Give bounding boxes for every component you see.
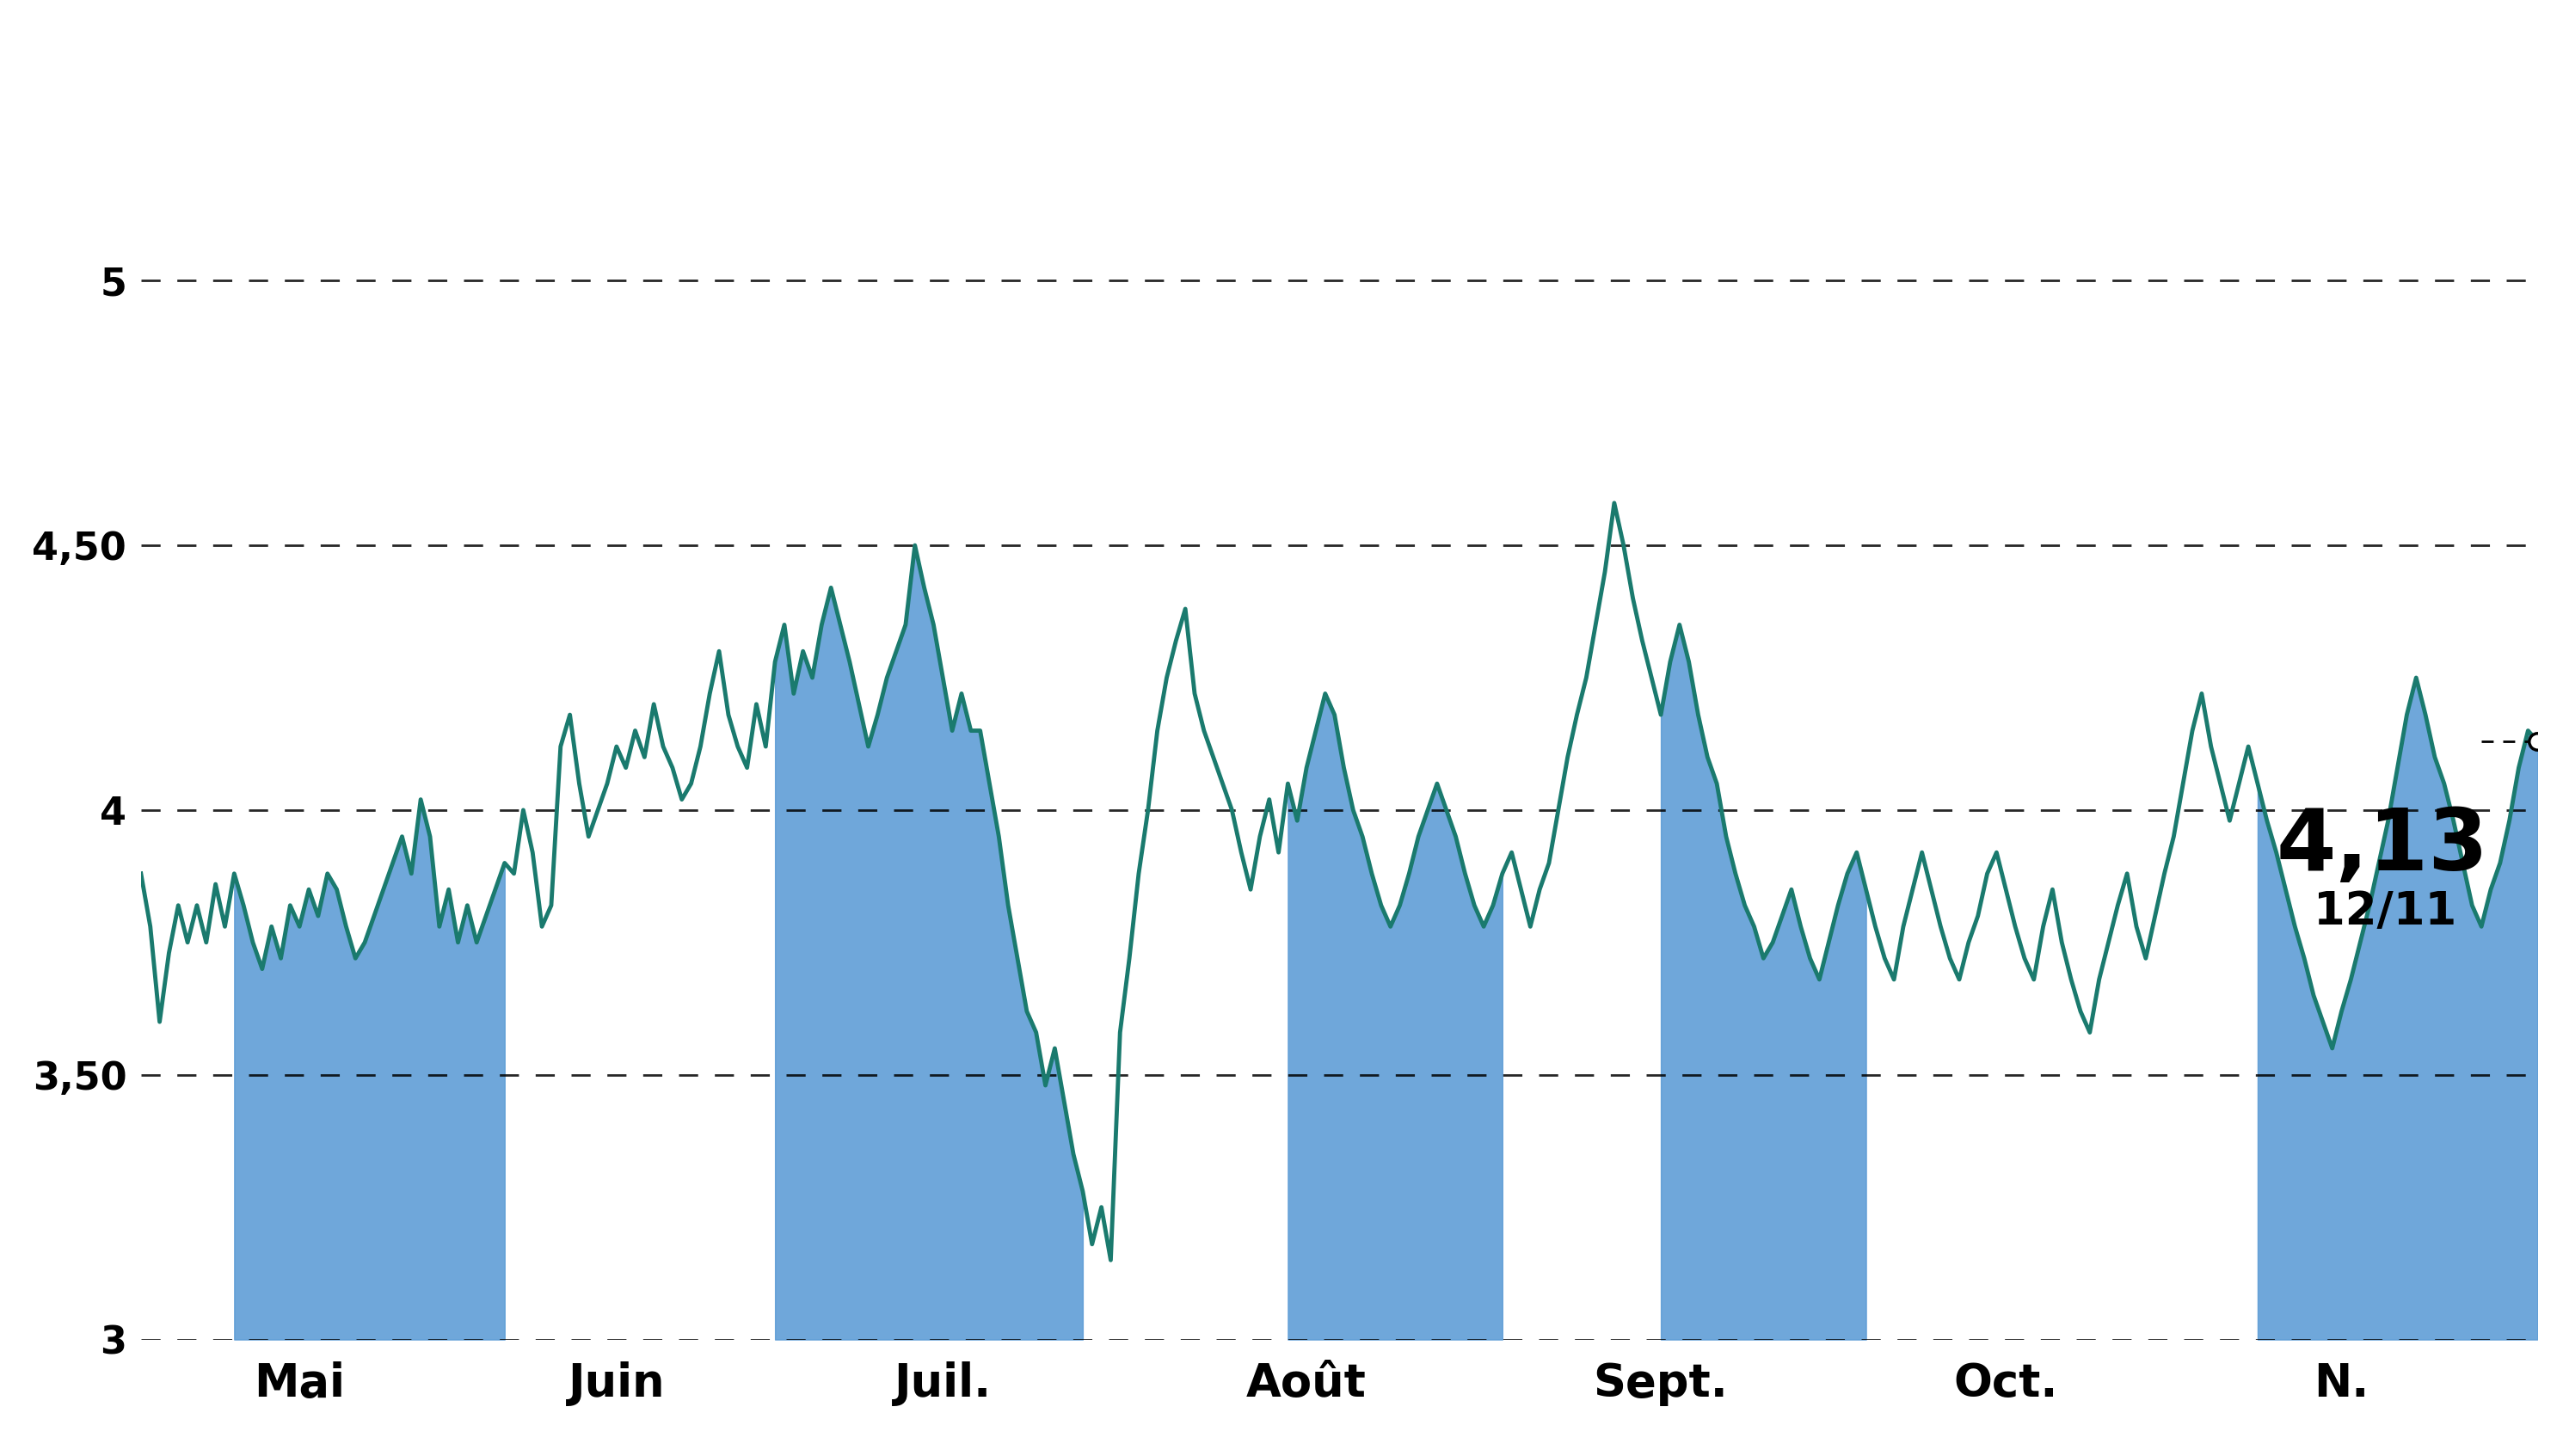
Text: 12/11: 12/11 xyxy=(2314,890,2455,935)
Text: Xenetic Biosciences, Inc.: Xenetic Biosciences, Inc. xyxy=(633,23,1930,115)
Text: 4,13: 4,13 xyxy=(2276,805,2489,888)
